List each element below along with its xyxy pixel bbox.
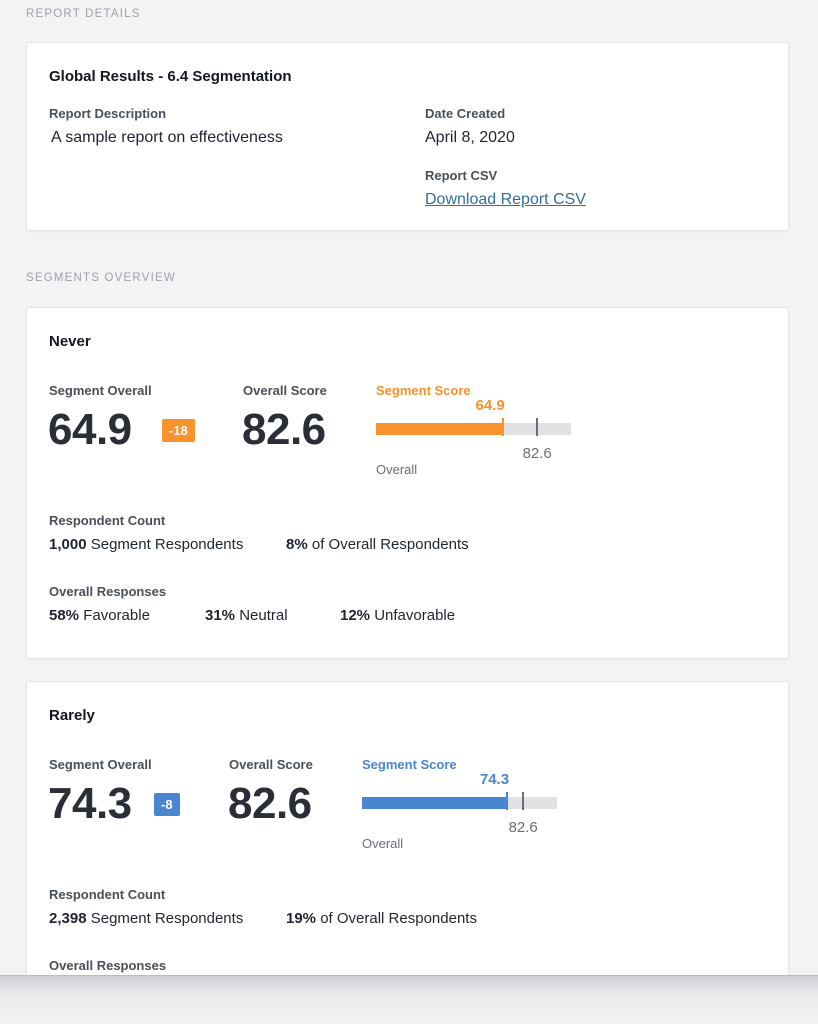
unfavorable-stat: 12% Unfavorable: [340, 607, 455, 624]
respondent-count-label: Respondent Count: [49, 887, 166, 902]
overall-marker-value: 82.6: [508, 819, 538, 836]
overall-score-marker: [522, 792, 525, 810]
segment-score-value: 64.9: [475, 397, 505, 414]
report-title: Global Results - 6.4 Segmentation: [49, 68, 292, 85]
report-description-label: Report Description: [49, 106, 167, 121]
segment-card-never: Never Segment Overall 64.9 -18 Overall S…: [26, 307, 789, 659]
segment-overall-value: 74.3: [48, 779, 132, 828]
segment-respondents-count: 1,000: [49, 536, 87, 553]
segment-card-rarely: Rarely Segment Overall 74.3 -8 Overall S…: [26, 681, 789, 1001]
score-bar: [362, 792, 557, 810]
overall-score-label: Overall Score: [229, 757, 313, 772]
delta-badge: -8: [154, 793, 180, 816]
report-details-section-label: REPORT DETAILS: [26, 8, 141, 20]
segment-score-label: Segment Score: [376, 383, 471, 398]
segments-overview-section-label: SEGMENTS OVERVIEW: [26, 272, 176, 284]
segment-overall-value: 64.9: [48, 405, 132, 454]
neutral-stat: 31% Neutral: [205, 607, 288, 624]
overall-score-value: 82.6: [242, 405, 326, 454]
report-description-value: A sample report on effectiveness: [51, 129, 283, 146]
overall-respondents-text: of Overall Respondents: [320, 910, 477, 927]
report-csv-label: Report CSV: [425, 168, 498, 183]
date-created-label: Date Created: [425, 106, 506, 121]
overall-responses-label: Overall Responses: [49, 958, 167, 973]
date-created-value: April 8, 2020: [425, 129, 515, 146]
segment-name: Never: [49, 333, 91, 350]
score-bar: [376, 418, 571, 436]
overall-respondents-pct: 19%: [286, 910, 317, 927]
overall-score-label: Overall Score: [243, 383, 327, 398]
segment-respondents: 2,398 Segment Respondents: [49, 910, 243, 927]
overall-respondents-text: of Overall Respondents: [311, 536, 469, 553]
segment-respondents-count: 2,398: [49, 910, 87, 927]
score-bar-fill: [376, 423, 503, 435]
overall-respondents-pct: 8%: [286, 536, 308, 553]
segment-respondents-text: Segment Respondents: [90, 536, 244, 553]
segment-overall-label: Segment Overall: [49, 383, 152, 398]
segment-overall-label: Segment Overall: [49, 757, 152, 772]
report-details-card: Global Results - 6.4 Segmentation Report…: [26, 42, 789, 231]
segment-score-label: Segment Score: [362, 757, 457, 772]
download-csv-link[interactable]: Download Report CSV: [425, 191, 586, 208]
overall-score-marker: [536, 418, 539, 436]
overall-marker-label: Overall: [362, 836, 404, 851]
favorable-text: Favorable: [83, 607, 150, 624]
segment-score-marker: [505, 792, 508, 810]
overall-responses-label: Overall Responses: [49, 584, 167, 599]
unfavorable-pct: 12%: [340, 607, 371, 624]
segment-respondents: 1,000 Segment Respondents: [49, 536, 243, 553]
neutral-text: Neutral: [239, 607, 288, 624]
overall-respondents: 19% of Overall Respondents: [286, 910, 477, 927]
favorable-stat: 58% Favorable: [49, 607, 150, 624]
unfavorable-text: Unfavorable: [374, 607, 456, 624]
score-bar-fill: [362, 797, 507, 809]
segment-name: Rarely: [49, 707, 95, 724]
segment-respondents-text: Segment Respondents: [90, 910, 244, 927]
overall-respondents: 8% of Overall Respondents: [286, 536, 469, 553]
bottom-fade: [0, 975, 818, 1024]
segment-score-value: 74.3: [479, 771, 510, 788]
delta-badge: -18: [162, 419, 195, 442]
favorable-pct: 58%: [49, 607, 80, 624]
overall-marker-label: Overall: [376, 462, 418, 477]
segment-score-marker: [501, 418, 504, 436]
respondent-count-label: Respondent Count: [49, 513, 166, 528]
overall-marker-value: 82.6: [522, 445, 552, 462]
overall-score-value: 82.6: [228, 779, 312, 828]
neutral-pct: 31%: [205, 607, 236, 624]
